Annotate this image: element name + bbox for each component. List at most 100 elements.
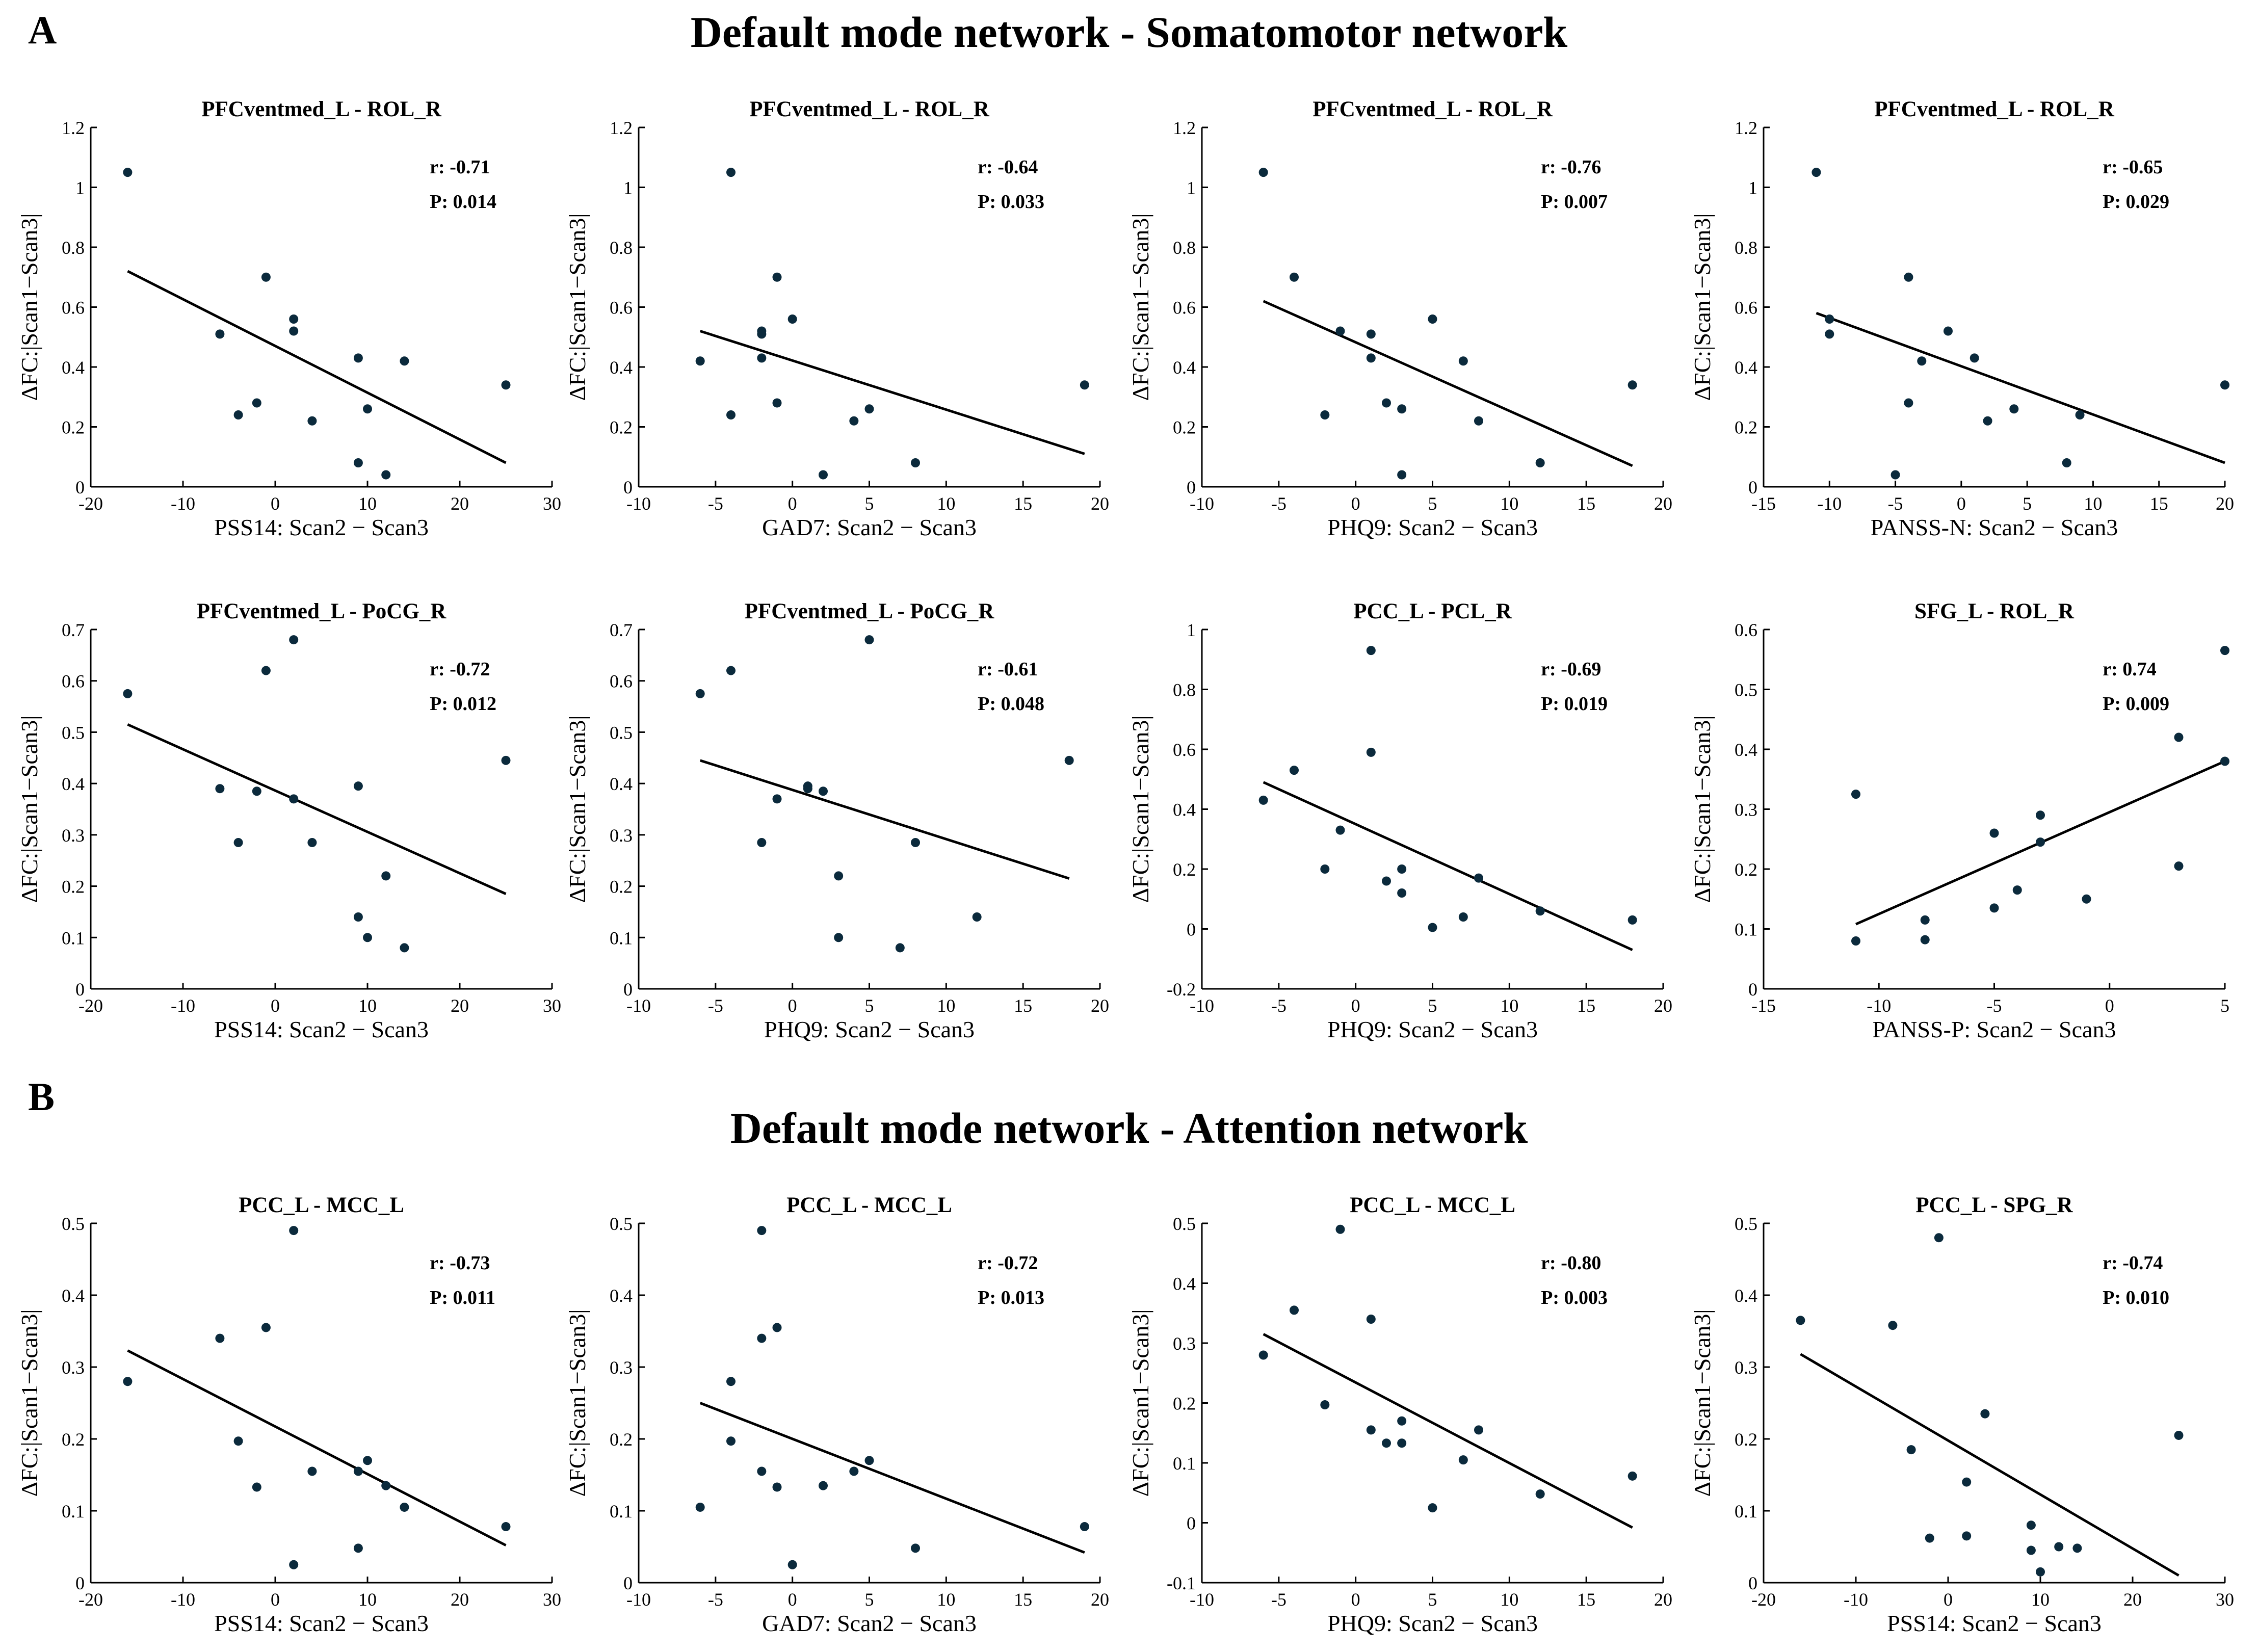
regression-line bbox=[127, 1349, 507, 1546]
x-axis-label: PHQ9: Scan2 − Scan3 bbox=[764, 1016, 975, 1042]
data-point bbox=[353, 353, 363, 363]
data-point bbox=[353, 1466, 363, 1476]
data-point bbox=[261, 272, 271, 282]
x-tick-label: 5 bbox=[1428, 995, 1437, 1016]
y-tick-label: -0.2 bbox=[1167, 979, 1196, 1000]
data-point bbox=[123, 1377, 133, 1386]
x-tick-label: 20 bbox=[1091, 493, 1109, 514]
data-point bbox=[289, 314, 299, 324]
data-point bbox=[1397, 404, 1407, 414]
p-value-text: P: 0.013 bbox=[978, 1287, 1044, 1308]
data-point bbox=[834, 933, 844, 942]
data-point bbox=[2036, 810, 2045, 820]
data-point bbox=[215, 1333, 225, 1343]
data-point bbox=[2012, 885, 2022, 895]
data-point bbox=[2054, 1542, 2064, 1552]
data-point bbox=[1474, 1425, 1483, 1435]
y-tick-label: 0.1 bbox=[62, 928, 85, 948]
data-point bbox=[2174, 1430, 2184, 1440]
y-tick-label: 0.2 bbox=[62, 877, 85, 897]
data-point bbox=[1962, 1531, 1972, 1541]
y-tick-label: 0.6 bbox=[1735, 620, 1757, 640]
data-point bbox=[849, 416, 859, 426]
scatter-plot-5: PFCventmed_L - PoCG_R -20 -10 0 10 20 30 0 0.1 0.… bbox=[16, 599, 561, 1042]
x-tick-label: -10 bbox=[171, 995, 195, 1016]
y-axis-label: ΔFC:|Scan1−Scan3| bbox=[16, 716, 42, 903]
x-tick-label: 20 bbox=[1091, 995, 1109, 1016]
data-point bbox=[363, 404, 372, 414]
y-tick-label: 0.2 bbox=[62, 417, 85, 438]
y-tick-label: 1.2 bbox=[1735, 118, 1757, 138]
data-point bbox=[252, 398, 261, 408]
x-tick-label: 20 bbox=[451, 1589, 469, 1610]
data-point bbox=[400, 356, 409, 366]
x-axis-label: PANSS-N: Scan2 − Scan3 bbox=[1871, 514, 2118, 540]
y-tick-label: 0 bbox=[1187, 477, 1196, 497]
x-tick-label: 10 bbox=[1500, 995, 1518, 1016]
r-value-text: r: -0.61 bbox=[978, 659, 1038, 680]
data-point bbox=[1474, 416, 1483, 426]
data-point bbox=[2036, 837, 2045, 847]
data-point bbox=[1320, 864, 1330, 874]
data-point bbox=[307, 416, 317, 426]
y-tick-label: 0.4 bbox=[62, 357, 85, 378]
scatter-plot-1: PFCventmed_L - ROL_R -20 -10 0 10 20 30 0 0.2 0.4… bbox=[16, 97, 561, 540]
x-tick-label: -10 bbox=[171, 493, 195, 514]
data-point bbox=[289, 635, 299, 645]
r-value-text: r: -0.65 bbox=[2103, 156, 2163, 178]
scatter-plot-11: PCC_L - MCC_L -10 -5 0 5 10 15 20 -0.1 0 0.1 0.2 0.3… bbox=[1127, 1193, 1672, 1636]
data-point bbox=[289, 1560, 299, 1569]
x-tick-label: -5 bbox=[1271, 1589, 1286, 1610]
y-tick-label: 0.5 bbox=[610, 1214, 633, 1234]
p-value-text: P: 0.019 bbox=[1541, 693, 1608, 715]
y-tick-label: 0.3 bbox=[1735, 1357, 1757, 1378]
data-point bbox=[1925, 1533, 1934, 1543]
p-value-text: P: 0.010 bbox=[2103, 1287, 2169, 1308]
x-tick-label: 30 bbox=[2216, 1589, 2234, 1610]
p-value-text: P: 0.014 bbox=[430, 191, 496, 213]
data-point bbox=[1917, 356, 1927, 366]
x-tick-label: 0 bbox=[1351, 493, 1360, 514]
data-point bbox=[363, 1456, 372, 1465]
data-point bbox=[1920, 915, 1930, 925]
y-axis-label: ΔFC:|Scan1−Scan3| bbox=[564, 214, 590, 401]
data-point bbox=[1888, 1321, 1898, 1330]
p-value-text: P: 0.029 bbox=[2103, 191, 2169, 213]
data-point bbox=[895, 943, 905, 953]
regression-line bbox=[1816, 311, 2225, 464]
data-point bbox=[972, 912, 982, 922]
data-point bbox=[864, 1456, 874, 1465]
scatter-plot-2: PFCventmed_L - ROL_R -10 -5 0 5 10 15 20 0 0.2 0.4… bbox=[564, 97, 1109, 540]
y-tick-label: 0.5 bbox=[1735, 1214, 1757, 1234]
p-value-text: P: 0.007 bbox=[1541, 191, 1608, 213]
x-axis-label: PHQ9: Scan2 − Scan3 bbox=[1327, 1610, 1538, 1636]
y-tick-label: 0.7 bbox=[610, 620, 633, 640]
x-tick-label: -10 bbox=[626, 995, 651, 1016]
data-point bbox=[501, 1522, 511, 1532]
y-axis-label: ΔFC:|Scan1−Scan3| bbox=[564, 716, 590, 903]
x-tick-label: 10 bbox=[1500, 493, 1518, 514]
y-tick-label: 1.2 bbox=[62, 118, 85, 138]
x-tick-label: 15 bbox=[2150, 493, 2168, 514]
section-a-letter: A bbox=[28, 8, 57, 52]
data-point bbox=[123, 168, 133, 177]
data-point bbox=[1535, 458, 1545, 467]
data-point bbox=[1796, 1316, 1805, 1325]
y-axis-label: ΔFC:|Scan1−Scan3| bbox=[1127, 214, 1153, 401]
y-tick-label: 0 bbox=[623, 979, 633, 1000]
y-tick-label: 0.2 bbox=[1173, 859, 1196, 880]
data-point bbox=[501, 380, 511, 390]
data-point bbox=[1627, 915, 1637, 925]
data-point bbox=[772, 1482, 782, 1492]
scatter-plot-12: PCC_L - SPG_R -20 -10 0 10 20 30 0 0.1 0.2 0.3 0.4 0… bbox=[1689, 1193, 2234, 1636]
plot-title: PCC_L - MCC_L bbox=[1350, 1193, 1515, 1217]
x-tick-label: 5 bbox=[2023, 493, 2032, 514]
x-tick-label: 10 bbox=[937, 1589, 955, 1610]
y-tick-label: 0.4 bbox=[62, 1286, 85, 1306]
x-tick-label: 10 bbox=[2084, 493, 2102, 514]
x-tick-label: 20 bbox=[2216, 493, 2234, 514]
x-tick-label: -10 bbox=[1190, 493, 1214, 514]
regression-line bbox=[127, 270, 507, 464]
regression-line bbox=[1263, 1333, 1633, 1529]
x-tick-label: -5 bbox=[1888, 493, 1903, 514]
